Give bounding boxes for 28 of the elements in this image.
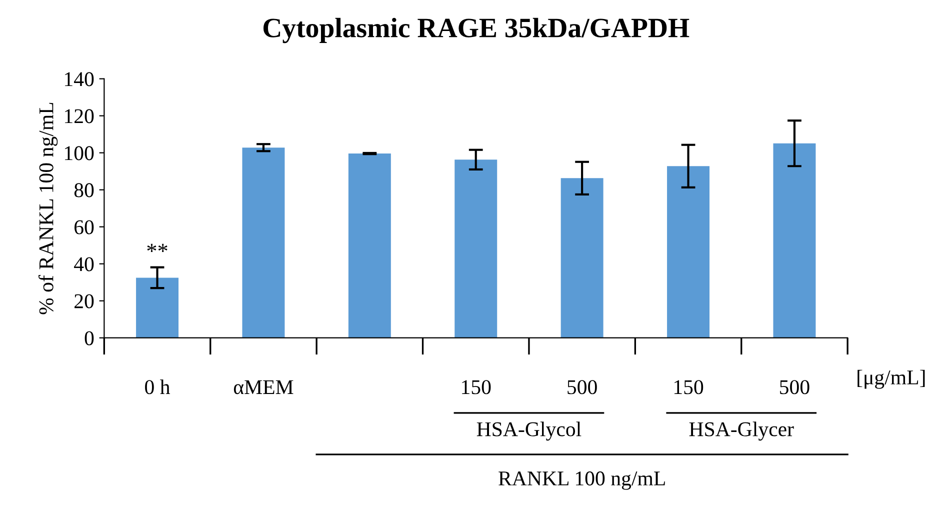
x-tick-label: 150 xyxy=(674,380,704,394)
chart-title: Cytoplasmic RAGE 35kDa/GAPDH xyxy=(263,18,690,44)
x-tick-label: 500 xyxy=(568,380,597,394)
y-tick-label: 140 xyxy=(65,72,94,86)
y-tick-label: 40 xyxy=(74,257,94,272)
bar xyxy=(348,154,391,338)
y-tick-label: 80 xyxy=(74,183,94,198)
x-tick-label: αMEM xyxy=(234,380,294,394)
bar xyxy=(454,160,498,338)
y-tick-label: 0 xyxy=(84,331,94,346)
text: [μg/mL] xyxy=(858,370,925,389)
bar xyxy=(242,148,285,338)
bar xyxy=(560,178,604,338)
bar xyxy=(773,143,816,338)
y-tick-label: 60 xyxy=(74,220,94,234)
y-tick-label: 120 xyxy=(65,109,94,124)
bar xyxy=(136,278,179,338)
annotation: ** xyxy=(147,244,168,252)
y-axis-title: % of RANKL 100 ng/mL xyxy=(38,102,58,314)
x-tick-label: 500 xyxy=(780,380,810,394)
text: HSA-Glycer xyxy=(689,422,794,441)
y-tick-label: 100 xyxy=(65,146,94,160)
x-tick-label: 0 h xyxy=(145,380,170,394)
y-tick-label: 20 xyxy=(74,294,94,308)
text: HSA-Glycol xyxy=(476,422,582,441)
bar xyxy=(667,166,710,338)
x-tick-label: 150 xyxy=(462,380,491,394)
text: RANKL 100 ng/mL xyxy=(498,471,665,490)
